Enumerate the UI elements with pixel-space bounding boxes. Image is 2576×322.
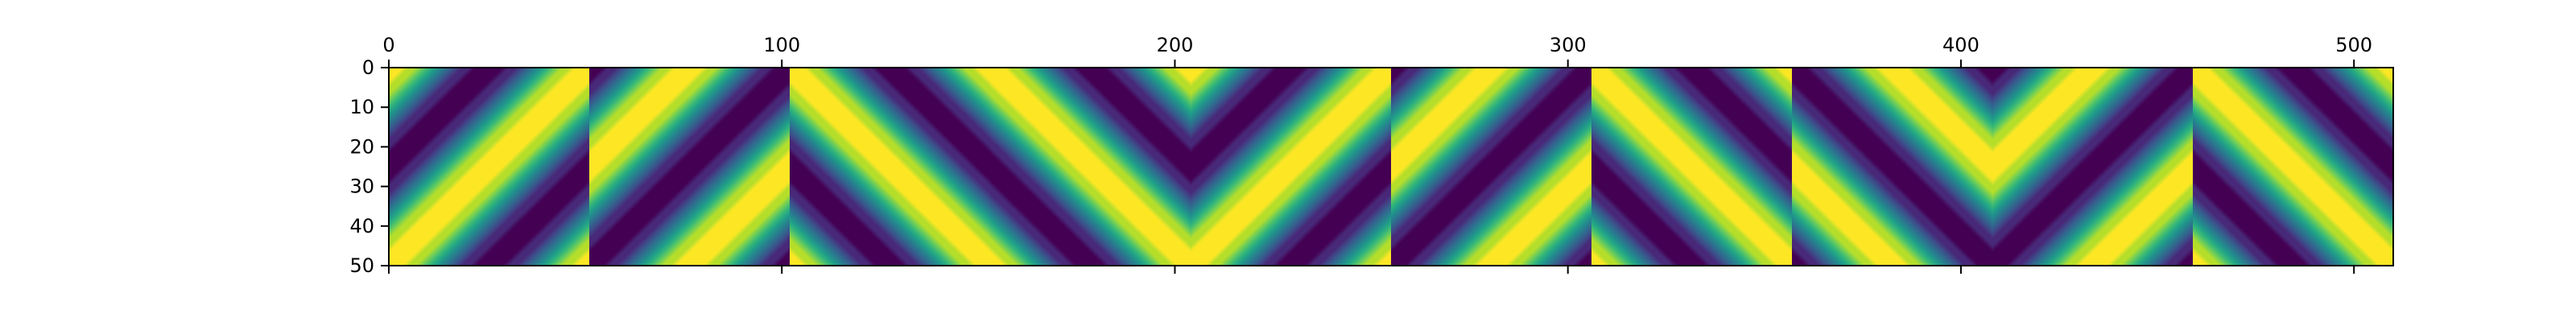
x-tick-label: 500 (2335, 34, 2372, 56)
x-tick-label: 0 (382, 34, 394, 56)
y-axis-left: 0 10 20 30 40 50 (349, 56, 389, 277)
x-tick-label: 100 (763, 34, 800, 56)
heatmap-tile-2 (589, 68, 791, 266)
heatmap-tile-9 (1992, 68, 2194, 266)
x-tick-label: 400 (1942, 34, 1979, 56)
x-axis-top: 0 100 200 300 400 500 (382, 34, 2372, 274)
y-tick-label: 30 (349, 175, 374, 198)
x-tick-label: 200 (1157, 34, 1194, 56)
heatmap-tile-1 (389, 68, 590, 266)
heatmap-tile-8 (1792, 68, 1993, 266)
heatmap-image (389, 68, 2394, 266)
heatmap-tile-3 (790, 68, 991, 266)
y-tick-label: 0 (362, 56, 374, 79)
y-tick-label: 20 (349, 135, 374, 158)
y-tick-label: 40 (349, 215, 374, 237)
x-tick-label: 300 (1550, 34, 1587, 56)
y-tick-label: 10 (349, 96, 374, 118)
plot-frame (388, 67, 2394, 266)
heatmap-tile-7 (1591, 68, 1793, 266)
heatmap-tile-4 (990, 68, 1191, 266)
heatmap-tile-6 (1391, 68, 1592, 266)
y-tick-label: 50 (349, 254, 374, 277)
heatmap-tile-5 (1191, 68, 1392, 266)
heatmap-tile-10 (2193, 68, 2394, 266)
